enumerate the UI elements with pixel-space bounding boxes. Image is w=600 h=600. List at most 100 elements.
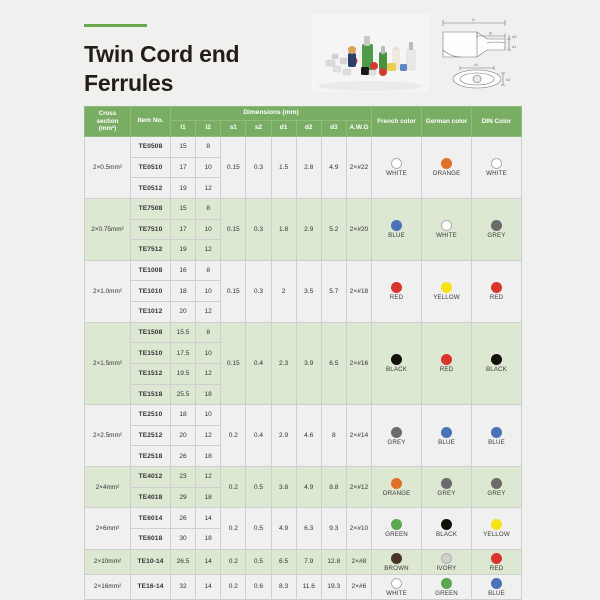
cell-l2: 10 <box>195 280 222 302</box>
color-swatch-label: BLUE <box>488 589 505 597</box>
col-header-french-color: French color <box>371 106 422 137</box>
col-header-din-color: DIN Color <box>471 106 522 137</box>
cell-german-color: GREEN <box>421 573 472 600</box>
cell-french-color: GREY <box>371 404 422 467</box>
cell-l1: 20 <box>169 301 197 323</box>
cell-l1: 18 <box>169 280 197 302</box>
cell-l2: 8 <box>195 136 222 158</box>
cell-d2: 7.9 <box>295 548 322 575</box>
cell-d1: 3.8 <box>270 465 297 509</box>
color-swatch-ivory-icon <box>441 552 452 564</box>
color-swatch-label: ORANGE <box>382 490 411 498</box>
cell-l1: 19.5 <box>169 362 197 385</box>
header-row-primary: Cross section (mm²) Item No. Dimensions … <box>84 106 522 137</box>
color-swatch-black-icon <box>391 354 402 366</box>
color-swatch-group: GREY <box>472 220 521 239</box>
cell-din-color: BLUE <box>471 404 522 467</box>
color-swatch-white-icon <box>441 220 452 232</box>
cell-d2: 6.3 <box>295 507 322 550</box>
color-swatch-group: BLACK <box>372 354 421 373</box>
cell-d2: 2.8 <box>295 136 322 199</box>
cell-l1: 20 <box>169 424 197 447</box>
cell-d2: 11.6 <box>295 573 322 600</box>
cell-d2: 2.9 <box>295 197 322 261</box>
cell-german-color: IVORY <box>421 548 472 575</box>
color-swatch-white-icon <box>491 158 502 170</box>
color-swatch-red-icon <box>441 354 452 366</box>
cell-awg: 2×#14 <box>345 404 373 467</box>
drawing-label-d2: d2 <box>506 77 511 82</box>
color-swatch-blue-icon <box>391 220 402 232</box>
cell-l1: 26 <box>169 445 197 467</box>
cell-d3: 19.3 <box>320 573 347 600</box>
title-accent-rule <box>84 24 147 27</box>
cell-s2: 0.3 <box>245 259 272 323</box>
color-swatch-red-icon <box>491 552 502 564</box>
color-swatch-blue-icon <box>491 426 502 438</box>
cell-german-color: RED <box>421 321 472 406</box>
cell-din-color: BLACK <box>471 321 522 406</box>
color-swatch-grey-icon <box>491 478 502 490</box>
cell-l2: 10 <box>195 342 222 364</box>
cell-french-color: RED <box>371 259 422 323</box>
cell-d2: 4.9 <box>295 465 322 509</box>
color-swatch-group: WHITE <box>372 577 421 597</box>
drawing-label-d3: d3 <box>512 34 517 39</box>
cell-item-no: TE6014 <box>130 507 171 529</box>
col-header-item-no: Item No. <box>130 106 171 137</box>
cell-l2: 12 <box>195 424 222 447</box>
cell-cross-section: 2×1.0mm² <box>84 259 131 323</box>
color-swatch-brown-icon <box>391 552 402 564</box>
table-row: TE2518 26 18 <box>85 445 522 467</box>
cell-l1: 18 <box>169 404 197 426</box>
cell-din-color: WHITE <box>471 136 522 199</box>
cell-cross-section: 2×16mm² <box>84 573 131 600</box>
color-swatch-group: GREY <box>472 478 521 497</box>
color-swatch-label: YELLOW <box>483 531 510 539</box>
cell-l2: 8 <box>195 259 222 282</box>
color-swatch-yellow-icon <box>441 282 452 294</box>
cell-s1: 0.15 <box>220 321 247 406</box>
cell-din-color: RED <box>471 259 522 323</box>
table-row: 2×16mm² TE16-14 32 14 0.2 0.6 8.3 11.6 19.3 2×#6 W… <box>84 573 522 600</box>
cell-s1: 0.2 <box>220 404 247 467</box>
technical-drawing-illustration: l1 l2 d3 d1 d1 d2 <box>437 10 563 96</box>
product-photo-illustration <box>312 14 429 92</box>
cell-l2: 14 <box>195 507 222 529</box>
table-row: TE1012 20 12 <box>85 301 522 323</box>
cell-l1: 17.5 <box>169 342 197 364</box>
cross-section-line-2: section <box>96 117 119 125</box>
color-swatch-label: RED <box>439 366 454 374</box>
color-swatch-group: WHITE <box>372 158 421 177</box>
cell-french-color: GREEN <box>371 507 422 550</box>
color-swatch-blue-icon <box>491 577 502 589</box>
color-swatch-grey-icon <box>441 478 452 490</box>
cell-l1: 23 <box>169 466 197 488</box>
color-swatch-grey-icon <box>491 220 502 232</box>
col-header-cross-section: Cross section (mm²) <box>84 106 131 137</box>
color-swatch-orange-icon <box>441 158 452 170</box>
cell-german-color: BLUE <box>421 404 472 467</box>
cell-item-no: TE10-14 <box>130 548 171 575</box>
cell-item-no: TE0508 <box>130 136 171 158</box>
col-header-d1: d1 <box>270 120 297 137</box>
color-swatch-group: RED <box>422 354 471 373</box>
color-swatch-label: IVORY <box>436 564 457 572</box>
color-swatch-group: GREY <box>422 478 471 497</box>
color-swatch-black-icon <box>441 519 452 531</box>
color-swatch-green-icon <box>441 577 452 589</box>
cell-l2: 10 <box>195 218 222 241</box>
col-header-d3: d3 <box>320 120 347 137</box>
cell-german-color: YELLOW <box>421 259 472 323</box>
cell-cross-section: 2×6mm² <box>84 507 131 550</box>
cell-item-no: TE2510 <box>130 404 171 426</box>
table-row: 2×1.0mm² TE1008 16 8 0.15 0.3 2 3.5 5.7 2×#18 RED Y… <box>84 259 522 323</box>
cell-l2: 12 <box>195 466 222 488</box>
cell-german-color: ORANGE <box>421 136 472 199</box>
cell-item-no: TE16-14 <box>130 573 171 600</box>
col-header-d2: d2 <box>295 120 322 137</box>
cell-l1: 26 <box>169 507 197 529</box>
cell-s2: 0.3 <box>245 197 272 261</box>
cell-item-no: TE6018 <box>130 527 171 550</box>
